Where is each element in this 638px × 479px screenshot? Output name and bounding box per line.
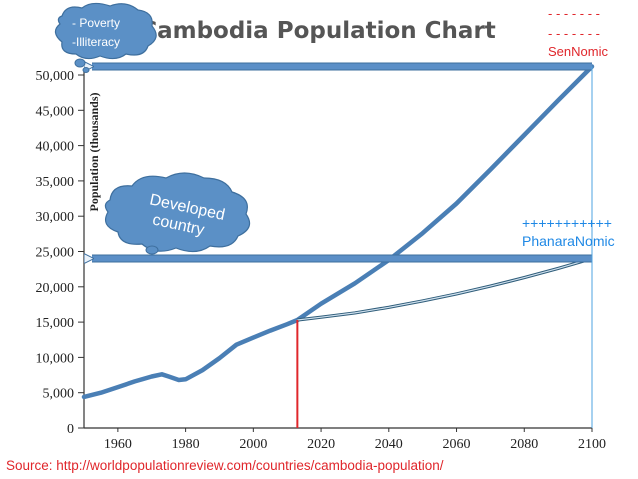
x-tick-label: 2100 bbox=[578, 437, 606, 452]
arrows bbox=[92, 67, 592, 259]
illiteracy-text: -Illiteracy bbox=[72, 35, 120, 49]
y-tick-label: 50,000 bbox=[36, 69, 75, 84]
poverty-cloud: - Poverty -Illiteracy bbox=[54, 2, 157, 73]
x-tick-label: 2040 bbox=[375, 437, 403, 452]
x-tick-label: 2080 bbox=[510, 437, 538, 452]
y-ticks: 0 5,000 10,000 15,000 20,000 25,000 30,000 35,0… bbox=[36, 69, 84, 437]
x-tick-label: 1960 bbox=[104, 437, 132, 452]
sen-dashes-1: - - - - - - - bbox=[548, 6, 600, 21]
x-tick-label: 2000 bbox=[239, 437, 267, 452]
developed-country-cloud: Developed country bbox=[104, 172, 251, 255]
source-text: Source: http://worldpopulationreview.com… bbox=[6, 458, 444, 473]
x-tick-label: 2060 bbox=[443, 437, 471, 452]
x-ticks: 1960 1980 2000 2020 2040 2060 2080 2100 bbox=[104, 428, 606, 452]
x-tick-label: 1980 bbox=[172, 437, 200, 452]
y-tick-label: 35,000 bbox=[36, 175, 75, 190]
phanara-label: PhanaraNomic bbox=[522, 233, 615, 249]
sen-label: SenNomic bbox=[548, 44, 608, 59]
y-tick-label: 45,000 bbox=[36, 104, 75, 119]
series-lines bbox=[81, 64, 595, 428]
phanara-plus: +++++++++++ bbox=[522, 215, 612, 231]
y-tick-label: 30,000 bbox=[36, 210, 75, 225]
y-tick-label: 15,000 bbox=[36, 316, 75, 331]
sen-dashes-2: - - - - - - - bbox=[548, 26, 600, 41]
chart-title: Cambodia Population Chart bbox=[140, 18, 496, 44]
poverty-text: - Poverty bbox=[72, 16, 120, 30]
y-tick-label: 0 bbox=[67, 422, 74, 437]
y-axis-label: Population (thousands) bbox=[87, 92, 101, 211]
y-tick-label: 10,000 bbox=[36, 351, 75, 366]
x-tick-label: 2020 bbox=[307, 437, 335, 452]
y-tick-label: 40,000 bbox=[36, 140, 75, 155]
y-tick-label: 25,000 bbox=[36, 246, 75, 261]
lower-projection-line bbox=[297, 258, 593, 321]
y-tick-label: 20,000 bbox=[36, 281, 75, 296]
y-tick-label: 5,000 bbox=[43, 387, 75, 402]
population-line bbox=[81, 64, 595, 400]
